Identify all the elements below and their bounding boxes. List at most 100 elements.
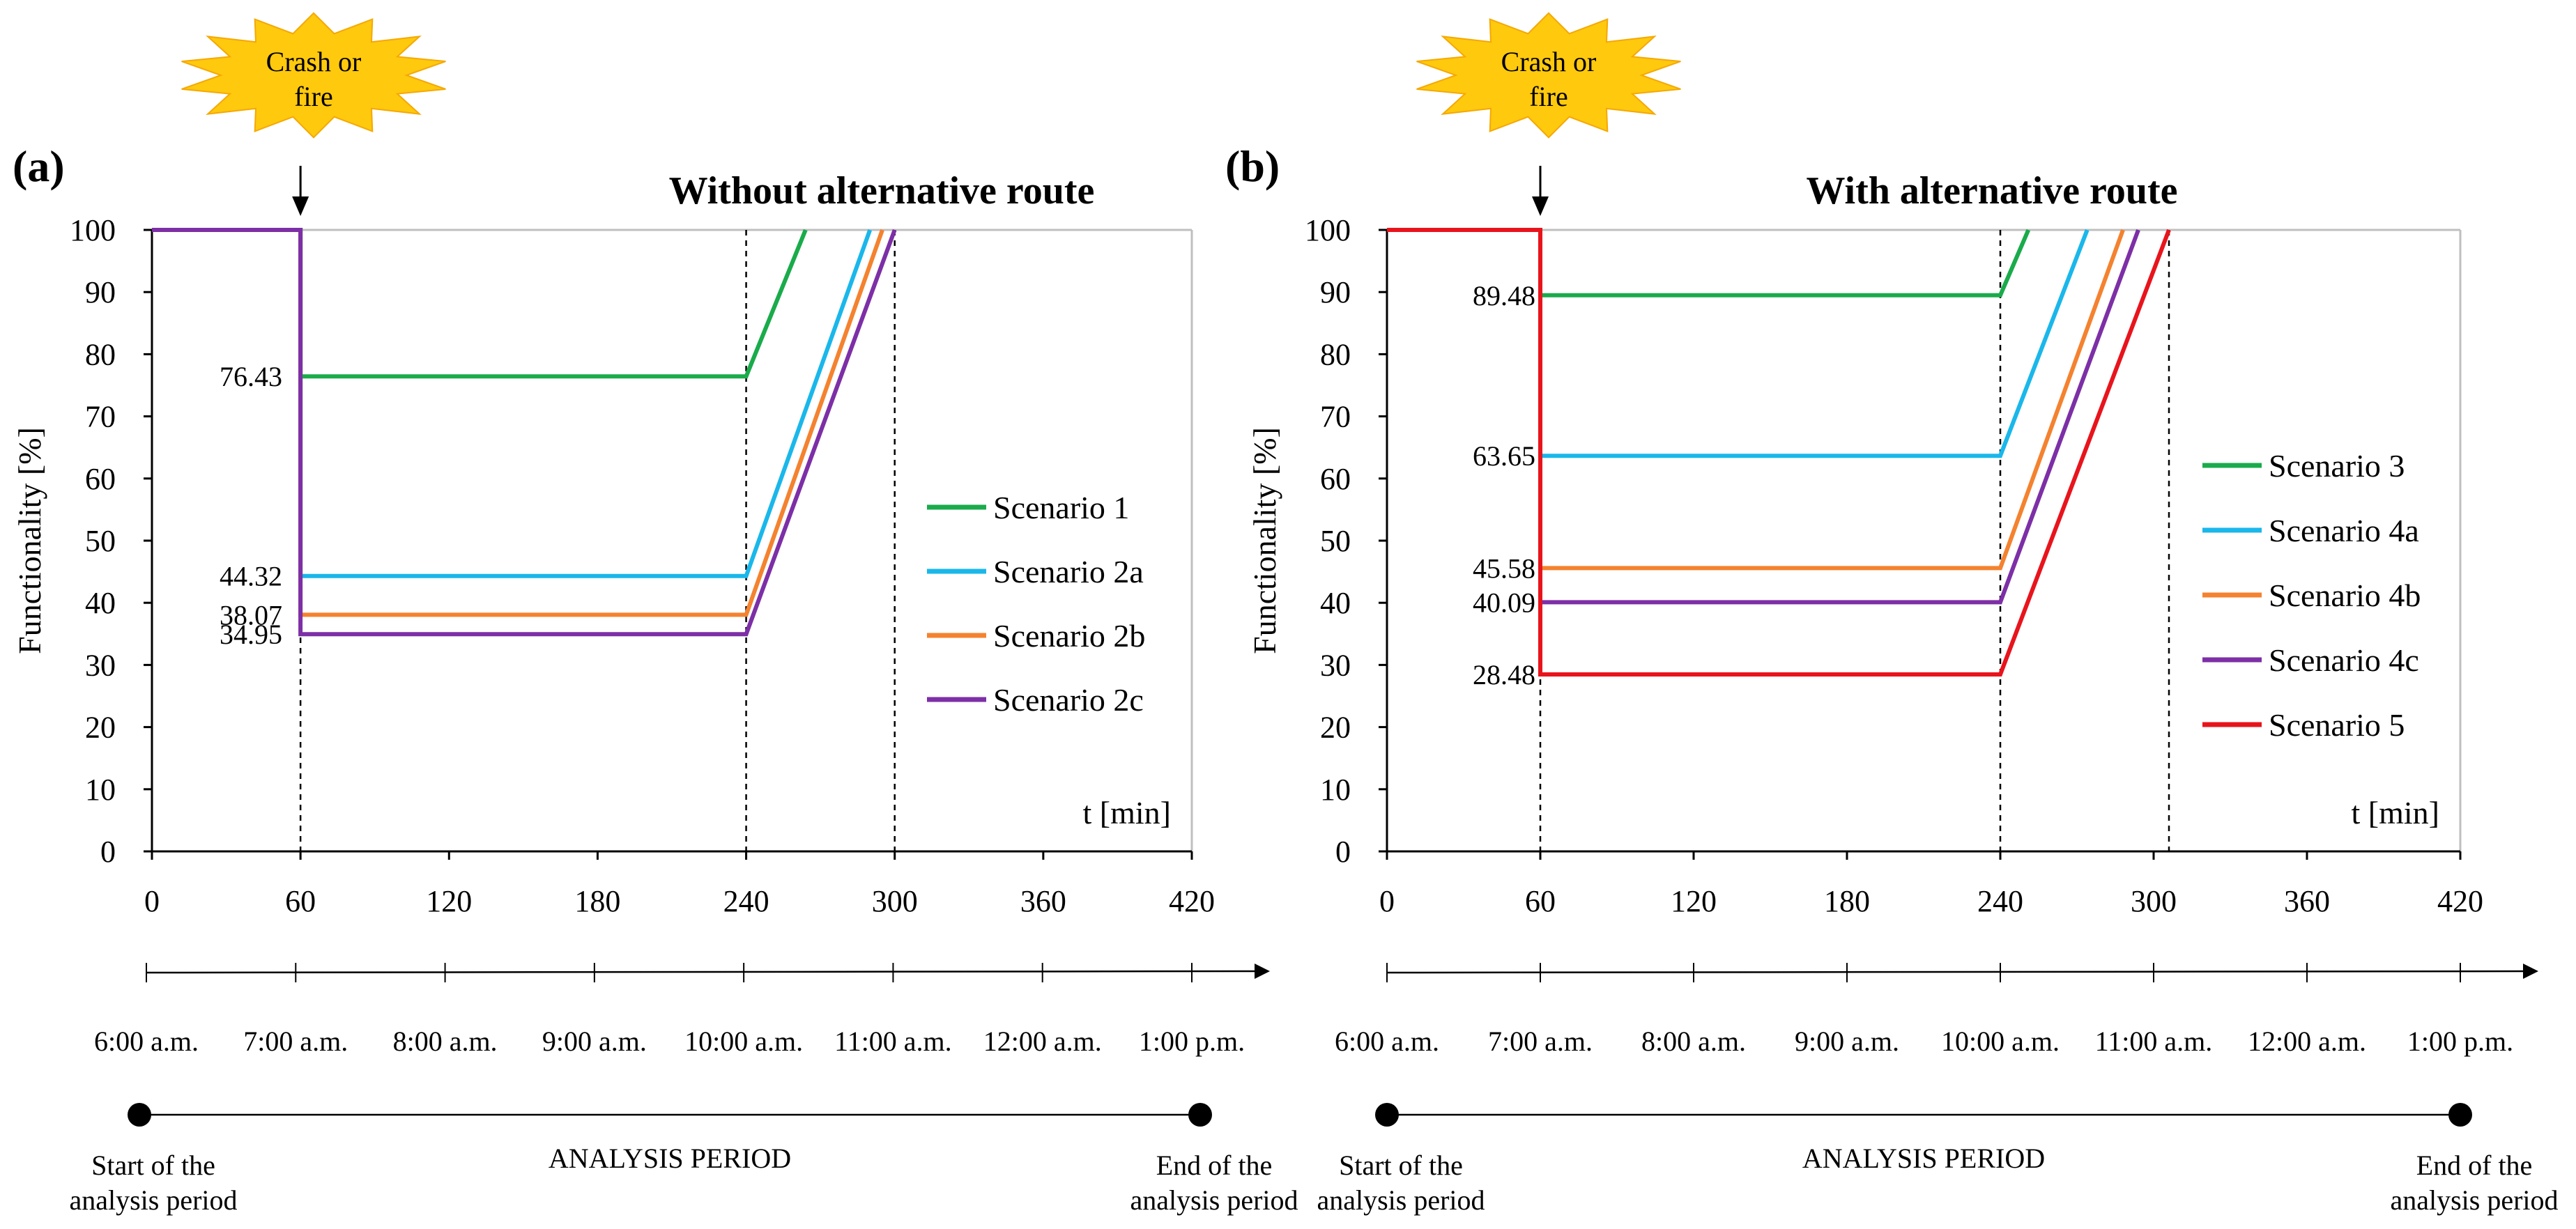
crash-burst-icon bbox=[181, 12, 446, 139]
y-tick-label: 100 bbox=[1305, 213, 1351, 247]
panel-letter: (a) bbox=[13, 141, 65, 191]
legend-label: Scenario 2a bbox=[993, 554, 1144, 589]
y-tick-label: 10 bbox=[1320, 773, 1351, 807]
data-label: 44.32 bbox=[220, 561, 282, 592]
legend-label: Scenario 2b bbox=[993, 618, 1145, 654]
timeline-arrowhead bbox=[1255, 964, 1270, 979]
x-tick-label: 180 bbox=[1824, 884, 1870, 918]
y-tick-label: 50 bbox=[1320, 524, 1351, 558]
y-tick-label: 20 bbox=[1320, 711, 1351, 745]
y-axis-label: Functionality [%] bbox=[12, 427, 47, 654]
y-axis-label: Functionality [%] bbox=[1247, 427, 1282, 654]
y-tick-label: 50 bbox=[85, 524, 116, 558]
event-label-line2: fire bbox=[294, 81, 333, 112]
legend-label: Scenario 2c bbox=[993, 682, 1144, 718]
x-axis-label: t [min] bbox=[1083, 795, 1171, 830]
timeline-time-label: 6:00 a.m. bbox=[1335, 1026, 1439, 1057]
y-tick-label: 70 bbox=[85, 400, 116, 434]
series-line-scenario-5 bbox=[1387, 228, 2171, 677]
y-tick-label: 60 bbox=[1320, 462, 1351, 496]
end-dot bbox=[2448, 1103, 2472, 1127]
y-tick-label: 20 bbox=[85, 711, 116, 745]
data-label: 34.95 bbox=[220, 619, 282, 650]
timeline-time-label: 10:00 a.m. bbox=[1941, 1026, 2060, 1057]
x-tick-label: 60 bbox=[1525, 884, 1556, 918]
x-tick-label: 360 bbox=[2284, 884, 2330, 918]
x-tick-label: 60 bbox=[285, 884, 316, 918]
series-line-scenario-4a bbox=[1387, 228, 2090, 458]
data-label: 63.65 bbox=[1473, 440, 1535, 472]
timeline-axis bbox=[1386, 970, 2524, 974]
y-tick-label: 80 bbox=[85, 337, 116, 371]
y-tick-label: 90 bbox=[85, 275, 116, 309]
chart-title: Without alternative route bbox=[669, 169, 1095, 212]
end-label: End of the bbox=[2416, 1150, 2533, 1181]
timeline-time-label: 9:00 a.m. bbox=[542, 1026, 647, 1057]
x-tick-label: 120 bbox=[1671, 884, 1717, 918]
y-tick-label: 40 bbox=[85, 586, 116, 620]
x-tick-label: 240 bbox=[1977, 884, 2023, 918]
end-label: analysis period bbox=[2390, 1184, 2558, 1216]
timeline-time-label: 11:00 a.m. bbox=[834, 1026, 952, 1057]
timeline-time-label: 9:00 a.m. bbox=[1795, 1026, 1899, 1057]
data-label: 28.48 bbox=[1473, 659, 1535, 690]
data-label: 38.07 bbox=[220, 599, 282, 631]
timeline-time-label: 7:00 a.m. bbox=[1488, 1026, 1593, 1057]
timeline-time-label: 8:00 a.m. bbox=[393, 1026, 498, 1057]
y-tick-label: 90 bbox=[1320, 275, 1351, 309]
start-dot bbox=[1375, 1103, 1399, 1127]
timeline-time-label: 12:00 a.m. bbox=[2248, 1026, 2366, 1057]
x-tick-label: 300 bbox=[872, 884, 918, 918]
legend-label: Scenario 5 bbox=[2269, 707, 2405, 743]
timeline-time-label: 1:00 p.m. bbox=[2407, 1026, 2513, 1057]
end-dot bbox=[1188, 1103, 1212, 1127]
timeline-axis bbox=[146, 970, 1255, 974]
event-arrow-head bbox=[292, 196, 309, 216]
y-tick-label: 40 bbox=[1320, 586, 1351, 620]
start-dot bbox=[128, 1103, 151, 1127]
data-label: 40.09 bbox=[1473, 587, 1535, 618]
y-tick-label: 0 bbox=[1335, 835, 1351, 869]
data-label: 45.58 bbox=[1473, 552, 1535, 584]
event-label-line1: Crash or bbox=[1501, 46, 1597, 77]
timeline-time-label: 6:00 a.m. bbox=[94, 1026, 199, 1057]
end-label: End of the bbox=[1156, 1150, 1273, 1181]
end-label: analysis period bbox=[1130, 1184, 1298, 1216]
timeline-time-label: 12:00 a.m. bbox=[983, 1026, 1102, 1057]
y-tick-label: 30 bbox=[85, 648, 116, 682]
legend-label: Scenario 4b bbox=[2269, 578, 2421, 613]
data-label: 89.48 bbox=[1473, 280, 1535, 311]
x-tick-label: 0 bbox=[1379, 884, 1395, 918]
event-arrow-head bbox=[1532, 196, 1549, 216]
start-label: Start of the bbox=[1339, 1150, 1463, 1181]
x-axis-label: t [min] bbox=[2352, 795, 2439, 830]
crash-burst-icon bbox=[1416, 12, 1681, 139]
start-label: Start of the bbox=[91, 1150, 215, 1181]
panel-b: (b) With alternative route 0 10 20 30 40 50 60 70… bbox=[1225, 12, 2559, 1216]
x-tick-label: 360 bbox=[1020, 884, 1066, 918]
x-tick-label: 420 bbox=[1169, 884, 1215, 918]
series-line-scenario-2c bbox=[152, 228, 897, 637]
x-tick-label: 120 bbox=[426, 884, 472, 918]
y-tick-label: 70 bbox=[1320, 400, 1351, 434]
y-tick-label: 60 bbox=[85, 462, 116, 496]
timeline-time-label: 8:00 a.m. bbox=[1641, 1026, 1746, 1057]
x-tick-label: 420 bbox=[2437, 884, 2483, 918]
legend-label: Scenario 1 bbox=[993, 490, 1129, 525]
legend-label: Scenario 4c bbox=[2269, 642, 2419, 678]
timeline-time-label: 10:00 a.m. bbox=[684, 1026, 803, 1057]
panel-letter: (b) bbox=[1225, 141, 1280, 191]
chart-title: With alternative route bbox=[1807, 169, 2178, 212]
data-label: 76.43 bbox=[220, 361, 282, 392]
event-label-line2: fire bbox=[1529, 81, 1568, 112]
analysis-period-label: ANALYSIS PERIOD bbox=[549, 1143, 791, 1174]
y-tick-label: 10 bbox=[85, 773, 116, 807]
analysis-period-label: ANALYSIS PERIOD bbox=[1802, 1143, 2045, 1174]
start-label: analysis period bbox=[1317, 1184, 1485, 1216]
legend-label: Scenario 4a bbox=[2269, 513, 2419, 548]
event-label-line1: Crash or bbox=[266, 46, 362, 77]
x-tick-label: 180 bbox=[574, 884, 620, 918]
y-tick-label: 0 bbox=[100, 835, 116, 869]
timeline-time-label: 7:00 a.m. bbox=[243, 1026, 348, 1057]
